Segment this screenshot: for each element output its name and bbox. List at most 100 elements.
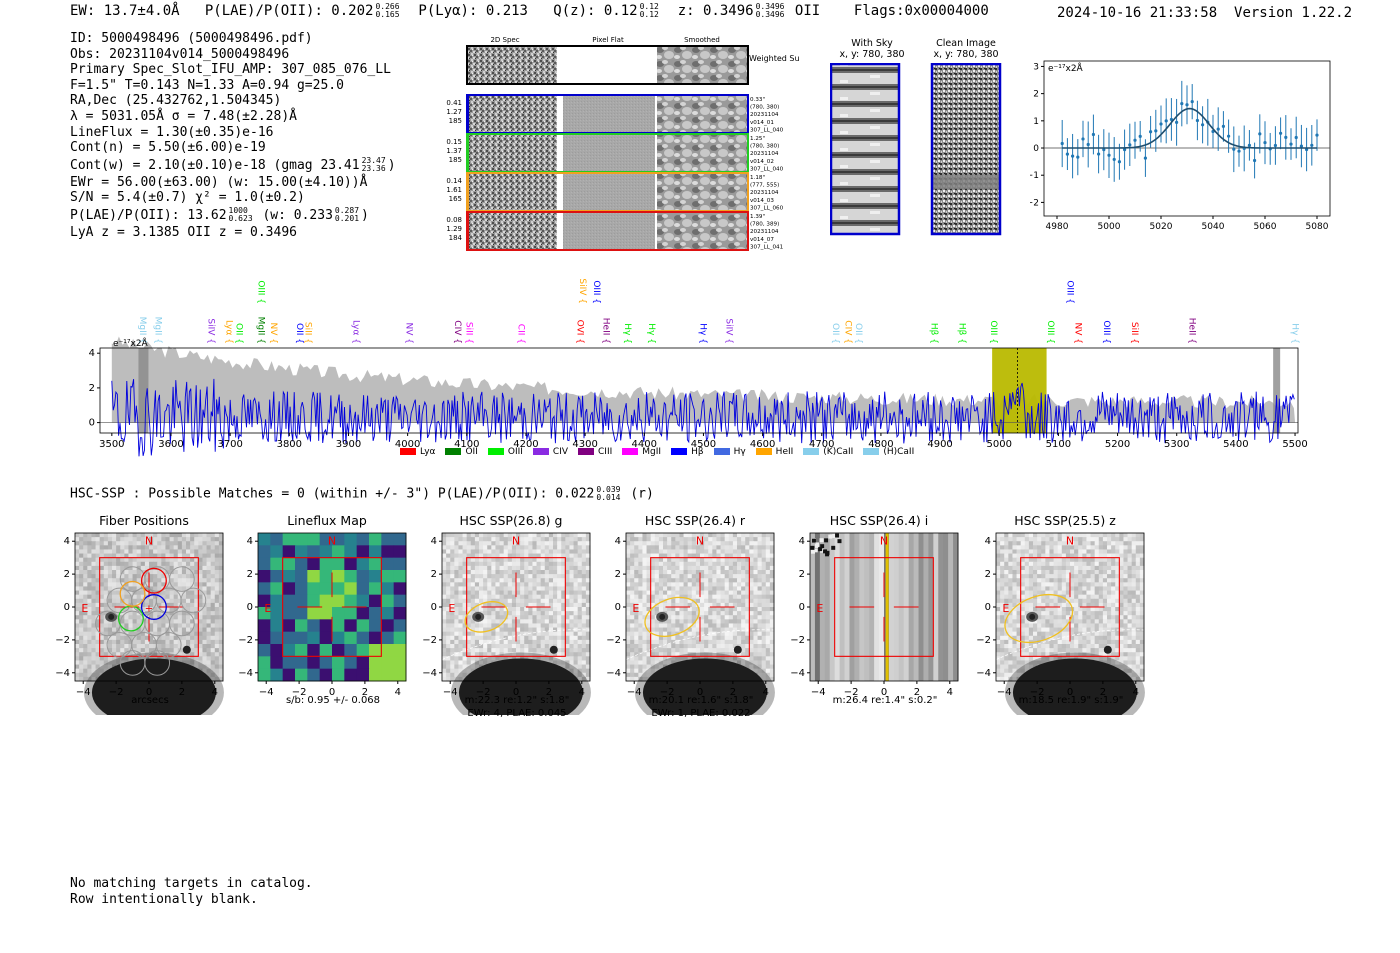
cutout-pixel — [757, 623, 763, 629]
cutout-pixel — [585, 631, 591, 637]
cutout-pixel — [169, 656, 175, 661]
cutout-pixel — [218, 570, 224, 575]
cutout-pixel — [173, 602, 179, 608]
cutout-pixel — [153, 639, 158, 645]
cutout-pixel — [761, 565, 767, 571]
cutout-pixel — [186, 553, 191, 559]
cutout-pixel — [654, 623, 660, 629]
cutout-pixel — [214, 561, 220, 567]
cutout-pixel — [1078, 570, 1083, 575]
cutout-pixel — [548, 660, 554, 666]
cutout-pixel — [577, 664, 583, 670]
cutout-pixel — [1074, 549, 1079, 555]
cutout-pixel — [528, 582, 533, 587]
cutout-pixel — [642, 574, 648, 579]
cutout-pixel — [667, 644, 672, 649]
cutout-pixel — [761, 660, 767, 666]
cutout-pixel — [153, 549, 158, 555]
cutout-pixel — [557, 607, 562, 612]
cutout-pixel — [1139, 553, 1145, 559]
cutout-pixel — [194, 582, 199, 587]
cutout-pixel — [658, 537, 664, 542]
cutout-pixel — [528, 656, 533, 661]
cutout-pixel — [120, 602, 125, 608]
cutout-pixel — [132, 598, 138, 604]
cutout-pixel — [565, 586, 570, 592]
cutout-pixel — [210, 623, 216, 629]
cutout-pixel — [483, 565, 488, 571]
cutout-pixel — [1078, 561, 1083, 567]
cutout-pixel — [569, 660, 575, 666]
cutout-pixel — [503, 541, 509, 546]
cutout-pixel — [173, 533, 179, 538]
cutout-pixel — [671, 627, 676, 633]
cutout-pixel — [95, 631, 101, 637]
cutout-pixel — [1074, 537, 1079, 542]
cutout-pixel — [1024, 557, 1030, 563]
cutout-pixel — [569, 537, 575, 542]
cutout-pixel — [569, 594, 575, 600]
cutout-pixel — [479, 639, 484, 645]
cutout-pixel — [749, 537, 754, 542]
cutout-pixel — [548, 594, 554, 600]
cutout-pixel — [540, 582, 546, 587]
lineflux-pixel — [307, 582, 321, 596]
cutout-pixel — [663, 565, 668, 571]
cutout-pixel — [157, 594, 162, 600]
cutout-pixel — [157, 598, 162, 604]
cutout-pixel — [198, 533, 203, 538]
cutout-pixel — [511, 574, 517, 579]
cutout-pixel — [691, 533, 697, 538]
cutout-pixel — [128, 553, 134, 559]
cutout-pixel — [136, 635, 142, 641]
cutout-pixel — [700, 598, 705, 604]
cutout-pixel — [700, 615, 705, 620]
cutout-pixel — [516, 602, 521, 608]
cutout-pixel — [761, 648, 767, 653]
cutout-pixel — [646, 619, 652, 624]
cutout-pixel — [1070, 545, 1075, 550]
cutout-pixel — [687, 574, 693, 579]
cutout-pixel — [206, 565, 212, 571]
cutout-pixel — [446, 615, 451, 620]
cutout-pixel — [1053, 553, 1059, 559]
stamp-right-label: 20231104 — [750, 112, 779, 118]
cutout-pixel — [532, 586, 538, 592]
cutout-pixel — [169, 590, 175, 596]
cutout-pixel — [553, 594, 558, 600]
cutout-pixel — [470, 553, 476, 559]
cutout-pixel — [87, 561, 92, 567]
cutout-pixel — [577, 635, 583, 641]
cutout-pixel — [528, 648, 533, 653]
cutout-pixel — [120, 565, 125, 571]
cutout-pixel — [507, 533, 513, 538]
cutout-pixel — [634, 557, 639, 563]
cutout-pixel — [161, 590, 166, 596]
cutout-pixel — [87, 549, 92, 555]
cutout-pixel — [462, 611, 468, 616]
cutout-pixel — [202, 582, 208, 587]
cutout-pixel — [765, 570, 771, 575]
cutout-pixel — [720, 644, 726, 649]
cutout-pixel — [495, 561, 501, 567]
cutout-pixel — [757, 578, 763, 583]
cutout-pixel — [704, 611, 709, 616]
cutout-pixel — [646, 615, 652, 620]
cutout-pixel — [218, 565, 224, 571]
cutout-pixel — [626, 623, 631, 629]
center-plus: + — [145, 604, 153, 615]
cutout-pixel — [749, 594, 754, 600]
cutout-pixel — [79, 644, 84, 649]
cutout-pixel — [503, 598, 509, 604]
cutout-pixel — [646, 537, 652, 542]
cutout-pixel — [120, 644, 125, 649]
cutout-pixel — [569, 578, 575, 583]
cutout-pixel — [181, 541, 187, 546]
cutout-pixel — [573, 590, 579, 596]
cutout-pixel — [79, 660, 84, 666]
cutout-pixel — [724, 615, 730, 620]
cutout-pixel — [450, 598, 455, 604]
cutout-pixel — [683, 570, 689, 575]
cutout-pixel — [663, 570, 668, 575]
linefit-ylabel: e⁻¹⁷x2Å — [1048, 62, 1084, 74]
